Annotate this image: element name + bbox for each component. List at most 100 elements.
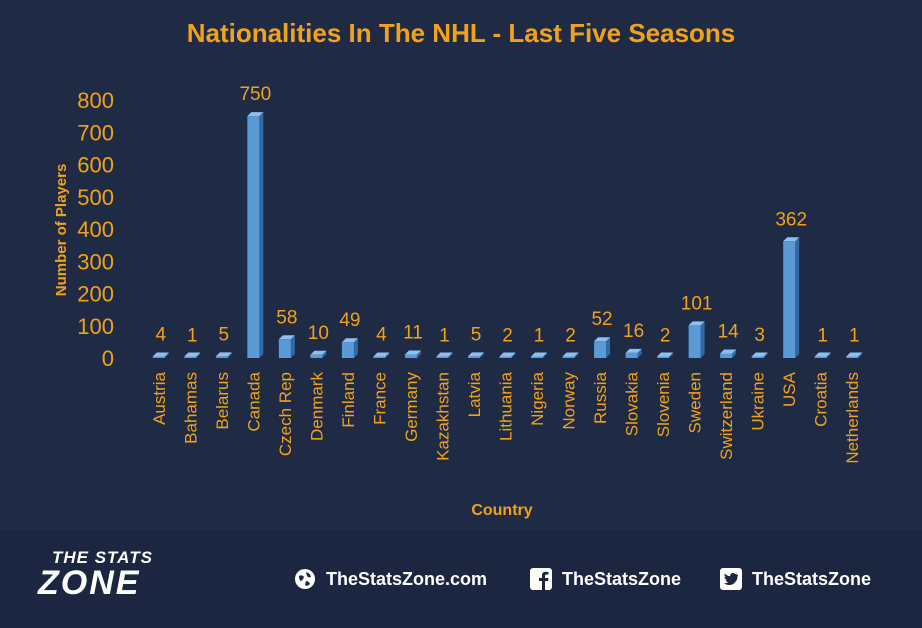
bar-top <box>310 350 327 355</box>
bar-side <box>795 237 800 358</box>
x-tick-label: Russia <box>591 371 610 424</box>
x-tick-label: Sweden <box>686 372 705 433</box>
bar <box>562 356 575 358</box>
bar <box>751 356 764 358</box>
y-tick-label: 200 <box>77 282 114 307</box>
bar-side <box>479 352 484 358</box>
bar <box>404 354 417 358</box>
bar <box>247 116 260 358</box>
bar-side <box>732 349 737 358</box>
bar <box>499 356 512 358</box>
x-tick-label: Norway <box>560 372 579 430</box>
chart-title: Nationalities In The NHL - Last Five Sea… <box>186 18 736 48</box>
data-label: 1 <box>187 326 198 347</box>
x-tick-label: Lithuania <box>497 371 516 441</box>
twitter-link[interactable]: TheStatsZone <box>720 566 871 592</box>
data-label: 52 <box>591 309 612 330</box>
bar-top <box>531 352 548 357</box>
data-label: 1 <box>817 326 828 347</box>
y-tick-label: 0 <box>102 346 114 371</box>
bar-side <box>322 350 327 358</box>
bar-side <box>164 352 169 358</box>
y-tick-label: 300 <box>77 249 114 274</box>
bar <box>846 356 859 358</box>
bar-side <box>763 352 768 358</box>
data-label: 2 <box>565 325 576 346</box>
data-label: 58 <box>276 307 297 328</box>
data-label: 362 <box>775 209 807 230</box>
data-label: 16 <box>623 321 644 342</box>
bar-top <box>814 352 831 357</box>
bar-side <box>669 352 674 358</box>
bar-top <box>562 352 579 357</box>
x-tick-label: Slovakia <box>623 371 642 436</box>
bar-side <box>543 352 548 358</box>
x-axis-title: Country <box>471 502 532 519</box>
x-tick-label: Finland <box>339 372 358 428</box>
bar <box>152 356 165 358</box>
y-tick-label: 700 <box>77 120 114 145</box>
x-tick-label: Germany <box>402 372 421 442</box>
x-tick-label: Belarus <box>213 372 232 430</box>
data-label: 10 <box>308 323 329 344</box>
bar-top <box>215 352 232 357</box>
bar-side <box>227 352 232 358</box>
x-tick-label: Czech Rep <box>276 372 295 456</box>
data-label: 11 <box>403 322 423 343</box>
facebook-text: TheStatsZone <box>562 568 682 589</box>
y-tick-label: 600 <box>77 153 114 178</box>
bar-top <box>688 321 705 326</box>
data-label: 1 <box>439 326 450 347</box>
bar-side <box>858 352 863 358</box>
data-label: 49 <box>339 310 360 331</box>
bar-top <box>783 237 800 242</box>
bar <box>278 339 291 358</box>
bar-side <box>637 348 642 358</box>
bar-top <box>846 352 863 357</box>
x-tick-label: Nigeria <box>528 371 547 425</box>
data-label: 750 <box>239 84 271 105</box>
logo-text-top: THE STATS <box>52 548 153 567</box>
x-tick-label: Ukraine <box>749 372 768 431</box>
bar <box>783 241 796 358</box>
bar-side <box>290 335 295 358</box>
x-tick-label: USA <box>780 371 799 407</box>
bar-side <box>416 350 421 358</box>
bar-top <box>184 352 201 357</box>
bar <box>625 352 638 358</box>
data-label: 4 <box>155 325 166 346</box>
data-label: 2 <box>502 325 513 346</box>
bar-top <box>152 352 169 357</box>
stats-zone-logo: THE STATS ZONE <box>36 548 196 608</box>
data-label: 1 <box>849 326 860 347</box>
bar <box>720 353 733 358</box>
bar <box>531 356 544 358</box>
data-label: 5 <box>471 324 482 345</box>
y-tick-label: 400 <box>77 217 114 242</box>
bar <box>215 356 228 358</box>
facebook-icon <box>530 568 552 590</box>
bar <box>373 356 386 358</box>
x-tick-label: Austria <box>150 371 169 424</box>
data-label: 5 <box>219 324 230 345</box>
x-tick-label: Bahamas <box>181 372 200 444</box>
footer <box>0 530 922 628</box>
bar-side <box>196 352 201 358</box>
bar <box>814 356 827 358</box>
twitter-icon <box>720 568 742 590</box>
y-tick-label: 100 <box>77 314 114 339</box>
facebook-link[interactable]: TheStatsZone <box>530 566 681 592</box>
data-label: 4 <box>376 325 387 346</box>
bar-top <box>594 337 611 342</box>
y-tick-label: 800 <box>77 88 114 113</box>
bar-side <box>448 352 453 358</box>
x-tick-label: Croatia <box>812 371 831 426</box>
y-axis-title: Number of Players <box>53 164 70 297</box>
bar-side <box>606 337 611 358</box>
bar-top <box>751 352 768 357</box>
x-tick-label: France <box>370 372 389 425</box>
data-label: 2 <box>660 325 671 346</box>
bar-top <box>404 350 421 355</box>
website-link[interactable]: TheStatsZone.com <box>294 566 487 592</box>
